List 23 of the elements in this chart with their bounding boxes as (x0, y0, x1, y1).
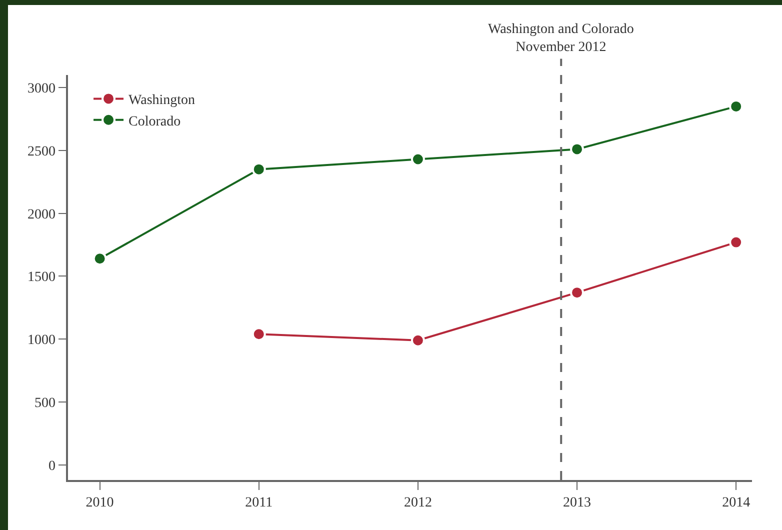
y-tick-label: 2500 (27, 144, 56, 160)
y-tick-label: 1000 (27, 333, 56, 348)
y-tick-label: 0 (48, 458, 56, 474)
y-tick-label: 2000 (27, 207, 56, 222)
legend-label: Washington (128, 93, 196, 108)
x-tick-label: 2014 (722, 496, 750, 511)
point (570, 142, 584, 156)
point (252, 327, 266, 342)
y-tick-label: 3000 (27, 81, 56, 96)
point (92, 252, 107, 266)
x-tick-label: 2010 (86, 496, 114, 511)
y-tick-label: 1500 (27, 270, 56, 286)
point (252, 162, 266, 176)
point (570, 286, 584, 300)
legend-label: Colorado (128, 114, 181, 130)
x-tick-label: 2012 (404, 496, 432, 511)
point (410, 152, 425, 166)
x-tick-label: 2013 (563, 496, 592, 511)
y-tick-label: 500 (34, 396, 56, 411)
point (410, 333, 425, 348)
x-tick-label: 2011 (245, 496, 273, 511)
point (729, 235, 744, 250)
ref-line-label: Washington and Colorado November 2012 (488, 22, 634, 56)
